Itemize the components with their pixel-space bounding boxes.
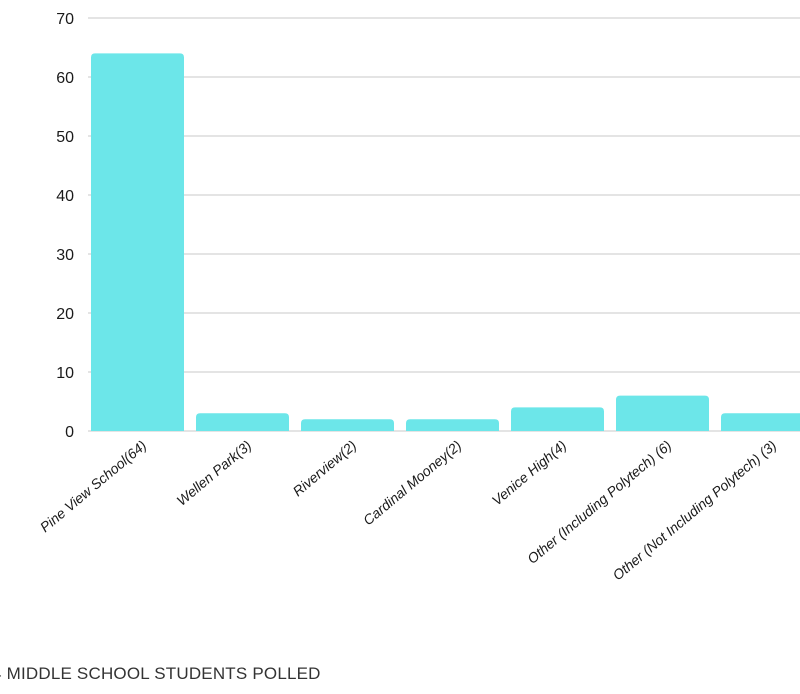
x-tick-label: Cardinal Mooney(2)	[360, 437, 464, 528]
y-axis-ticks: 0 10 20 30 40 50 60 70	[56, 11, 74, 441]
y-tick-label: 20	[56, 306, 74, 323]
y-tick-label: 40	[56, 188, 74, 205]
bar-0	[91, 53, 184, 432]
grid-lines	[88, 17, 800, 432]
bar-6	[721, 413, 800, 431]
bar-1	[196, 413, 289, 431]
y-tick-label: 50	[56, 129, 74, 146]
bar-4	[511, 407, 604, 431]
bar-2	[301, 419, 394, 431]
bar-5	[616, 395, 709, 431]
y-tick-label: 0	[65, 424, 74, 441]
y-tick-label: 70	[56, 11, 74, 28]
chart-caption: 4 MIDDLE SCHOOL STUDENTS POLLED	[0, 664, 321, 683]
y-tick-label: 30	[56, 247, 74, 264]
bar-3	[406, 419, 499, 431]
x-tick-label: Pine View School(64)	[37, 437, 150, 535]
bars	[91, 53, 800, 432]
x-axis-labels: Pine View School(64) Wellen Park(3) Riverv…	[37, 437, 780, 583]
y-tick-label: 60	[56, 70, 74, 87]
y-tick-label: 10	[56, 365, 74, 382]
x-tick-label: Wellen Park(3)	[173, 437, 254, 509]
x-tick-label: Other (Not Including Polytech) (3)	[609, 437, 779, 583]
x-tick-label: Riverview(2)	[290, 437, 360, 499]
x-tick-label: Venice High(4)	[489, 437, 570, 508]
